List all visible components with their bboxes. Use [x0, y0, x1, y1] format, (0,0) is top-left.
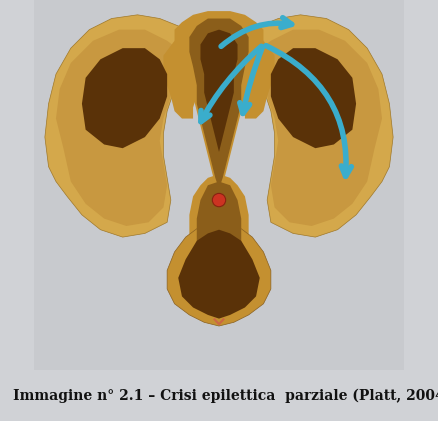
Polygon shape: [234, 37, 275, 119]
Polygon shape: [237, 15, 393, 237]
Polygon shape: [82, 48, 167, 148]
Polygon shape: [45, 15, 201, 237]
Polygon shape: [167, 222, 271, 326]
Polygon shape: [189, 19, 249, 189]
Polygon shape: [178, 230, 260, 319]
Polygon shape: [56, 29, 186, 226]
Text: Immagine n° 2.1 – Crisi epilettica  parziale (Platt, 2004): Immagine n° 2.1 – Crisi epilettica parzi…: [13, 389, 438, 403]
Polygon shape: [271, 48, 356, 148]
Circle shape: [212, 193, 226, 207]
Polygon shape: [252, 29, 382, 226]
Polygon shape: [201, 29, 237, 152]
Polygon shape: [174, 11, 264, 200]
Polygon shape: [163, 37, 204, 119]
Polygon shape: [197, 181, 241, 315]
Polygon shape: [189, 174, 249, 319]
Polygon shape: [34, 0, 404, 370]
